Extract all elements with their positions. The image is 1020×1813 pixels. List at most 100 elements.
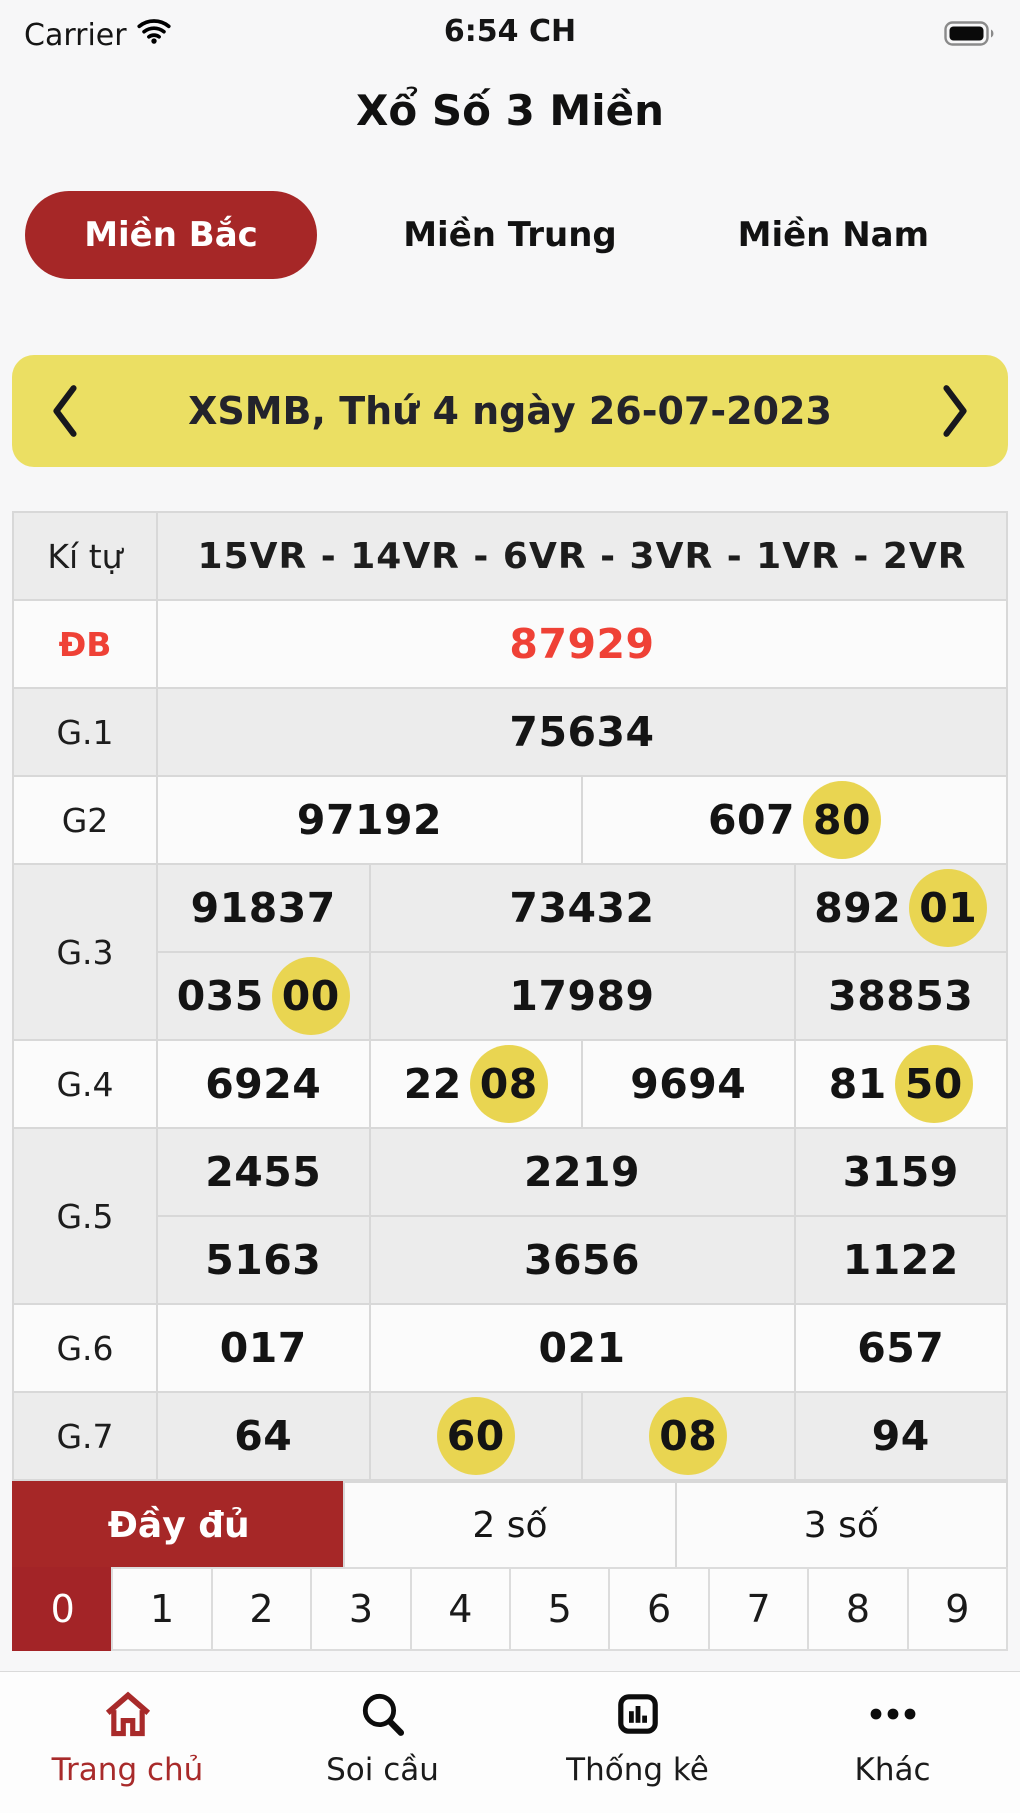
- prize-number: 75634: [509, 708, 655, 756]
- row-label: G.5: [12, 1127, 158, 1305]
- tab-mien-trung-label: Miền Trung: [403, 215, 617, 255]
- results-table: Kí tự 15VR - 14VR - 6VR - 3VR - 1VR - 2V…: [12, 511, 1008, 1481]
- prize-number: 2455: [205, 1148, 322, 1196]
- tab-2-so-label: 2 số: [472, 1504, 548, 1546]
- page-title: Xổ Số 3 Miền: [355, 86, 664, 135]
- digit-4[interactable]: 4: [409, 1567, 512, 1651]
- digit-6[interactable]: 6: [608, 1567, 710, 1651]
- row-label: G.1: [12, 687, 158, 777]
- prize-number: 5163: [205, 1236, 322, 1284]
- nav-khac-label: Khác: [854, 1752, 931, 1788]
- tab-mien-nam[interactable]: Miền Nam: [738, 215, 929, 255]
- table-row: ĐB 87929: [12, 599, 1008, 689]
- highlighted-digits: 08: [469, 1045, 548, 1123]
- prize-number: 91837: [190, 884, 336, 932]
- highlighted-digits: 60: [436, 1397, 515, 1475]
- prize-number: 38853: [828, 972, 974, 1020]
- digit-0[interactable]: 0: [12, 1567, 114, 1651]
- digit-8[interactable]: 8: [807, 1567, 909, 1651]
- nav-khac[interactable]: Khác: [765, 1688, 1020, 1813]
- prize-number: 81: [828, 1060, 887, 1108]
- ticket-codes: 15VR - 14VR - 6VR - 3VR - 1VR - 2VR: [197, 535, 967, 577]
- home-icon: [101, 1688, 155, 1740]
- table-row: G.7 64 60 08 94: [12, 1391, 1008, 1481]
- prize-number: 73432: [509, 884, 655, 932]
- prize-number: 17989: [509, 972, 655, 1020]
- table-row: G.1 75634: [12, 687, 1008, 777]
- carrier-label: Carrier: [24, 17, 127, 53]
- highlighted-digits: 08: [649, 1397, 728, 1475]
- table-row: G.5 2455 2219 3159: [12, 1127, 1008, 1305]
- table-row: G.3 91837 73432 892 01: [12, 863, 1008, 1041]
- prize-number: 892: [814, 884, 902, 932]
- row-label: G.6: [12, 1303, 158, 1393]
- nav-trang-chu[interactable]: Trang chủ: [0, 1688, 255, 1813]
- prize-number: 2219: [523, 1148, 641, 1196]
- prize-number: 6924: [205, 1060, 322, 1108]
- next-day-button[interactable]: [936, 382, 974, 440]
- highlighted-digits: 00: [271, 957, 350, 1035]
- prize-number: 021: [538, 1324, 626, 1372]
- nav-soi-cau-label: Soi cầu: [326, 1752, 439, 1788]
- draw-date-label: XSMB, Thứ 4 ngày 26-07-2023: [188, 389, 832, 433]
- status-bar: Carrier 6:54 CH: [0, 0, 1020, 56]
- prize-number: 017: [219, 1324, 307, 1372]
- clock: 6:54 CH: [443, 14, 577, 49]
- digit-9[interactable]: 9: [906, 1567, 1009, 1651]
- digit-1[interactable]: 1: [111, 1567, 213, 1651]
- row-label: G.3: [12, 863, 158, 1041]
- prize-number: 035: [176, 972, 264, 1020]
- digit-filter: 0 1 2 3 4 5 6 7 8 9: [12, 1567, 1009, 1651]
- prize-number: 97192: [296, 796, 443, 844]
- tab-2-so[interactable]: 2 số: [343, 1481, 677, 1569]
- table-row: 035 00 17989 38853: [13, 951, 1008, 1041]
- stats-icon: [614, 1688, 662, 1740]
- table-row: G.6 017 021 657: [12, 1303, 1008, 1393]
- wifi-icon: [137, 17, 171, 53]
- prize-number: 87929: [509, 620, 655, 668]
- tab-3-so[interactable]: 3 số: [674, 1481, 1008, 1569]
- tab-mien-nam-label: Miền Nam: [737, 215, 930, 255]
- prize-number: 3159: [842, 1148, 959, 1196]
- row-label: G2: [12, 775, 158, 865]
- nav-soi-cau[interactable]: Soi cầu: [255, 1688, 510, 1813]
- battery-icon: [944, 20, 996, 51]
- view-tabs: Đầy đủ 2 số 3 số: [12, 1481, 1008, 1569]
- highlighted-digits: 80: [803, 781, 882, 859]
- digit-2[interactable]: 2: [210, 1567, 313, 1651]
- nav-trang-chu-label: Trang chủ: [51, 1752, 204, 1788]
- prize-number: 1122: [842, 1236, 959, 1284]
- region-tabs: Miền Bắc Miền Trung Miền Nam: [0, 191, 1020, 279]
- ellipsis-icon: [866, 1688, 920, 1740]
- prize-number: 64: [234, 1412, 293, 1460]
- date-banner: XSMB, Thứ 4 ngày 26-07-2023: [12, 355, 1008, 467]
- nav-thong-ke[interactable]: Thống kê: [510, 1688, 765, 1813]
- table-row: 5163 3656 1122: [13, 1215, 1008, 1305]
- row-label: ĐB: [12, 599, 158, 689]
- tab-mien-trung[interactable]: Miền Trung: [403, 215, 617, 255]
- prize-number: 607: [707, 796, 796, 844]
- search-icon: [358, 1688, 408, 1740]
- row-label: G.7: [12, 1391, 158, 1481]
- prize-number: 22: [403, 1060, 462, 1108]
- tab-day-du[interactable]: Đầy đủ: [12, 1481, 346, 1569]
- digit-5[interactable]: 5: [509, 1567, 611, 1651]
- prize-number: 94: [871, 1412, 930, 1460]
- digit-3[interactable]: 3: [310, 1567, 412, 1651]
- nav-thong-ke-label: Thống kê: [566, 1752, 709, 1788]
- tab-mien-bac-label: Miền Bắc: [84, 215, 258, 255]
- prize-number: 657: [857, 1324, 945, 1372]
- row-label: G.4: [12, 1039, 158, 1129]
- tab-day-du-label: Đầy đủ: [107, 1504, 250, 1546]
- bottom-nav: Trang chủ Soi cầu Thống kê: [0, 1671, 1020, 1813]
- prev-day-button[interactable]: [46, 382, 84, 440]
- highlighted-digits: 50: [894, 1045, 973, 1123]
- highlighted-digits: 01: [909, 869, 988, 947]
- tab-mien-bac[interactable]: Miền Bắc: [25, 191, 317, 279]
- table-row: G2 97192 607 80: [12, 775, 1008, 865]
- table-row: Kí tự 15VR - 14VR - 6VR - 3VR - 1VR - 2V…: [12, 511, 1008, 601]
- digit-7[interactable]: 7: [707, 1567, 810, 1651]
- row-label: Kí tự: [12, 511, 158, 601]
- prize-number: 3656: [523, 1236, 641, 1284]
- tab-3-so-label: 3 số: [803, 1504, 879, 1546]
